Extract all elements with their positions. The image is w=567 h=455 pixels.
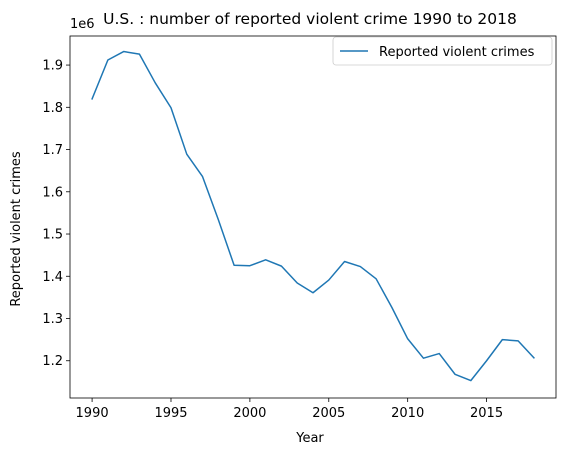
x-tick-label: 2005: [312, 406, 345, 421]
plot-background: [70, 36, 556, 398]
plot-area: 1990 1995 2000 2005 2010 2015 1.2 1.3 1.4 1.5 1.6…: [42, 35, 557, 421]
x-tick-label: 2010: [391, 406, 424, 421]
y-tick-label: 1.8: [42, 101, 63, 116]
legend: Reported violent crimes: [332, 36, 553, 66]
x-tick-label: 2015: [470, 406, 503, 421]
legend-box: [332, 36, 553, 66]
legend-label-reported-violent-crimes: Reported violent crimes: [379, 45, 535, 60]
y-tick-label: 1.2: [42, 354, 63, 369]
y-axis: 1.2 1.3 1.4 1.5 1.6 1.7 1.8 1.9: [42, 59, 70, 369]
y-axis-title: Reported violent crimes: [9, 151, 24, 307]
y-tick-label: 1.9: [42, 59, 63, 74]
y-tick-label: 1.7: [42, 143, 63, 158]
plot-frame: [69, 35, 557, 399]
x-tick-label: 1990: [76, 406, 109, 421]
y-tick-label: 1.6: [42, 185, 63, 200]
y-tick-label: 1.4: [42, 270, 63, 285]
y-tick-label: 1.5: [42, 228, 63, 243]
chart-title: U.S. : number of reported violent crime …: [103, 10, 517, 28]
y-tick-label: 1.3: [42, 312, 63, 327]
x-tick-label: 1995: [154, 406, 187, 421]
x-axis: 1990 1995 2000 2005 2010 2015: [76, 398, 503, 421]
x-tick-label: 2000: [233, 406, 266, 421]
y-offset-label: 1e6: [70, 17, 95, 32]
series-line-reported-violent-crimes: [91, 50, 535, 382]
x-axis-title: Year: [295, 431, 324, 446]
